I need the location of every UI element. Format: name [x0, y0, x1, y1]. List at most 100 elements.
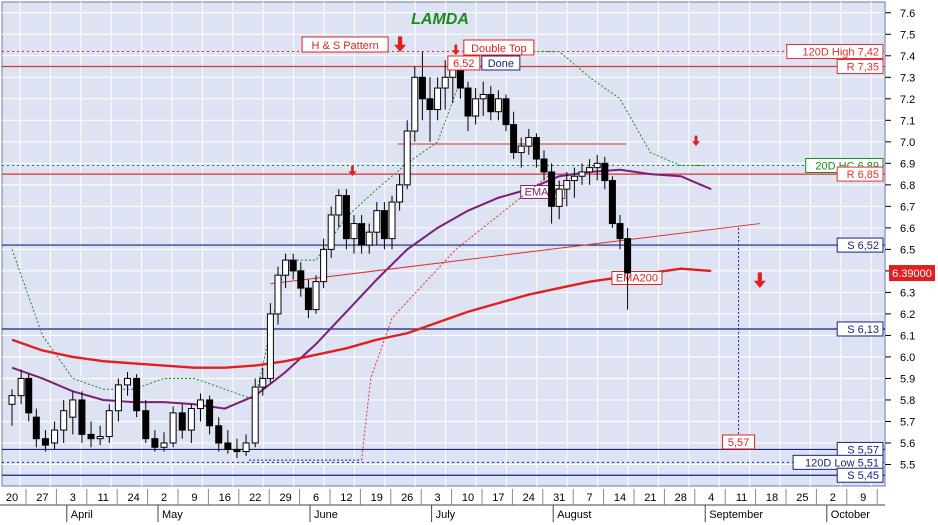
level-label-box	[836, 166, 884, 182]
last-price-box	[889, 265, 935, 282]
neck-value-box	[447, 55, 481, 71]
candle-body	[373, 210, 381, 233]
x-tick-label: 6	[313, 492, 319, 504]
y-tick-label: 6.5	[900, 244, 915, 256]
plot-area	[1, 1, 886, 487]
x-tick-label: 3	[70, 492, 76, 504]
ema-path-ema50	[11, 168, 712, 410]
candle-body	[608, 180, 616, 225]
level-label: S 6,52	[847, 240, 879, 252]
candle-body	[133, 377, 141, 412]
x-tick-label: 2	[161, 492, 167, 504]
y-tick-label: 7.1	[900, 115, 915, 127]
candle-body	[215, 425, 223, 444]
candle-body	[403, 130, 411, 186]
candle-body	[555, 188, 563, 207]
y-tick-label: 7.0	[900, 137, 915, 149]
level-label-box	[836, 237, 884, 253]
candle-body	[532, 137, 540, 160]
chart-title: LAMDA	[411, 11, 469, 28]
second-top-arrow-icon-stem	[694, 135, 698, 142]
x-tick-label: 24	[127, 492, 139, 504]
candle-body	[601, 162, 609, 182]
candle-body	[578, 171, 586, 177]
candle-body	[517, 145, 525, 154]
x-tick-label: 3	[435, 492, 441, 504]
candle-body	[586, 167, 594, 173]
hs-arrow-icon-stem	[397, 36, 403, 46]
y-tick-label: 7.6	[900, 8, 915, 20]
candle-body	[358, 223, 366, 246]
x-tick-label: 19	[371, 492, 383, 504]
x-tick-label: 20	[6, 492, 18, 504]
sell-arrow-icon-stem	[757, 272, 762, 282]
candle-body	[259, 377, 267, 388]
candle-body	[502, 98, 510, 126]
candle-body	[251, 386, 259, 444]
target-value-label: 5,57	[728, 437, 749, 449]
x-axis: 20 27 3 11 24 2 9 16 22 29 6 12 19 26 3 10 17 24 31 7 14 21 28…	[0, 487, 938, 525]
done-box	[481, 55, 521, 71]
y-tick-label: 7.3	[900, 72, 915, 84]
candle-body	[350, 223, 358, 240]
candle-body	[96, 436, 104, 440]
x-tick-label: 21	[644, 492, 656, 504]
candle-body	[487, 93, 495, 113]
x-tick-label: 18	[766, 492, 778, 504]
x-month-label: June	[314, 509, 338, 521]
candle-body	[178, 412, 186, 431]
shoulder-arrow-icon-stem	[351, 165, 354, 172]
candle-body	[525, 137, 533, 147]
x-tick-label: 28	[675, 492, 687, 504]
x-tick-label: 4	[708, 492, 714, 504]
candle-body	[105, 410, 113, 438]
y-tick-label: 5.5	[900, 459, 915, 471]
x-tick-label: 14	[614, 492, 626, 504]
candle-body	[563, 180, 571, 190]
y-tick-label: 6.6	[900, 223, 915, 235]
y-tick-label: 7.2	[900, 94, 915, 106]
hc20-line	[11, 50, 712, 401]
level-label-box	[836, 321, 884, 337]
candle-body	[233, 448, 241, 453]
candle-body	[151, 438, 159, 448]
candle-body	[206, 399, 214, 427]
candle-body	[114, 384, 122, 412]
candle-body	[426, 98, 434, 111]
x-tick-label: 27	[36, 492, 48, 504]
candle-body	[548, 171, 556, 207]
x-month-label: May	[162, 509, 183, 521]
candle-body	[87, 433, 95, 440]
double-top-arrow-icon	[451, 50, 460, 55]
shoulder-arrow-icon	[348, 171, 357, 176]
hs-pattern-box	[301, 36, 389, 53]
candle-body	[78, 399, 86, 435]
candle-body	[418, 76, 426, 100]
y-tick-label: 6.0	[900, 352, 915, 364]
y-tick-label: 5.9	[900, 373, 915, 385]
x-month-label: September	[709, 509, 763, 521]
y-tick-label: 5.6	[900, 438, 915, 450]
x-axis-panel	[0, 487, 938, 525]
x-tick-label: 12	[340, 492, 352, 504]
candle-body	[388, 201, 396, 240]
level-label-box	[836, 59, 884, 75]
double-top-label: Double Top	[471, 43, 526, 55]
candle-body	[160, 442, 168, 448]
x-tick-label: 7	[587, 492, 593, 504]
candle-body	[41, 438, 49, 446]
x-tick-label: 11	[736, 492, 747, 504]
candle-body	[380, 210, 388, 240]
candle-body	[593, 162, 601, 169]
candle-body	[282, 259, 290, 276]
y-tick-label: 7.4	[900, 51, 915, 63]
candle-body	[224, 442, 232, 450]
y-tick-label: 5.7	[900, 416, 915, 428]
x-tick-label: 22	[249, 492, 261, 504]
y-tick-label: 6.2	[900, 309, 915, 321]
candle-body	[51, 429, 59, 444]
target-value-box	[722, 434, 756, 450]
y-tick-label: 6.9	[900, 158, 915, 170]
